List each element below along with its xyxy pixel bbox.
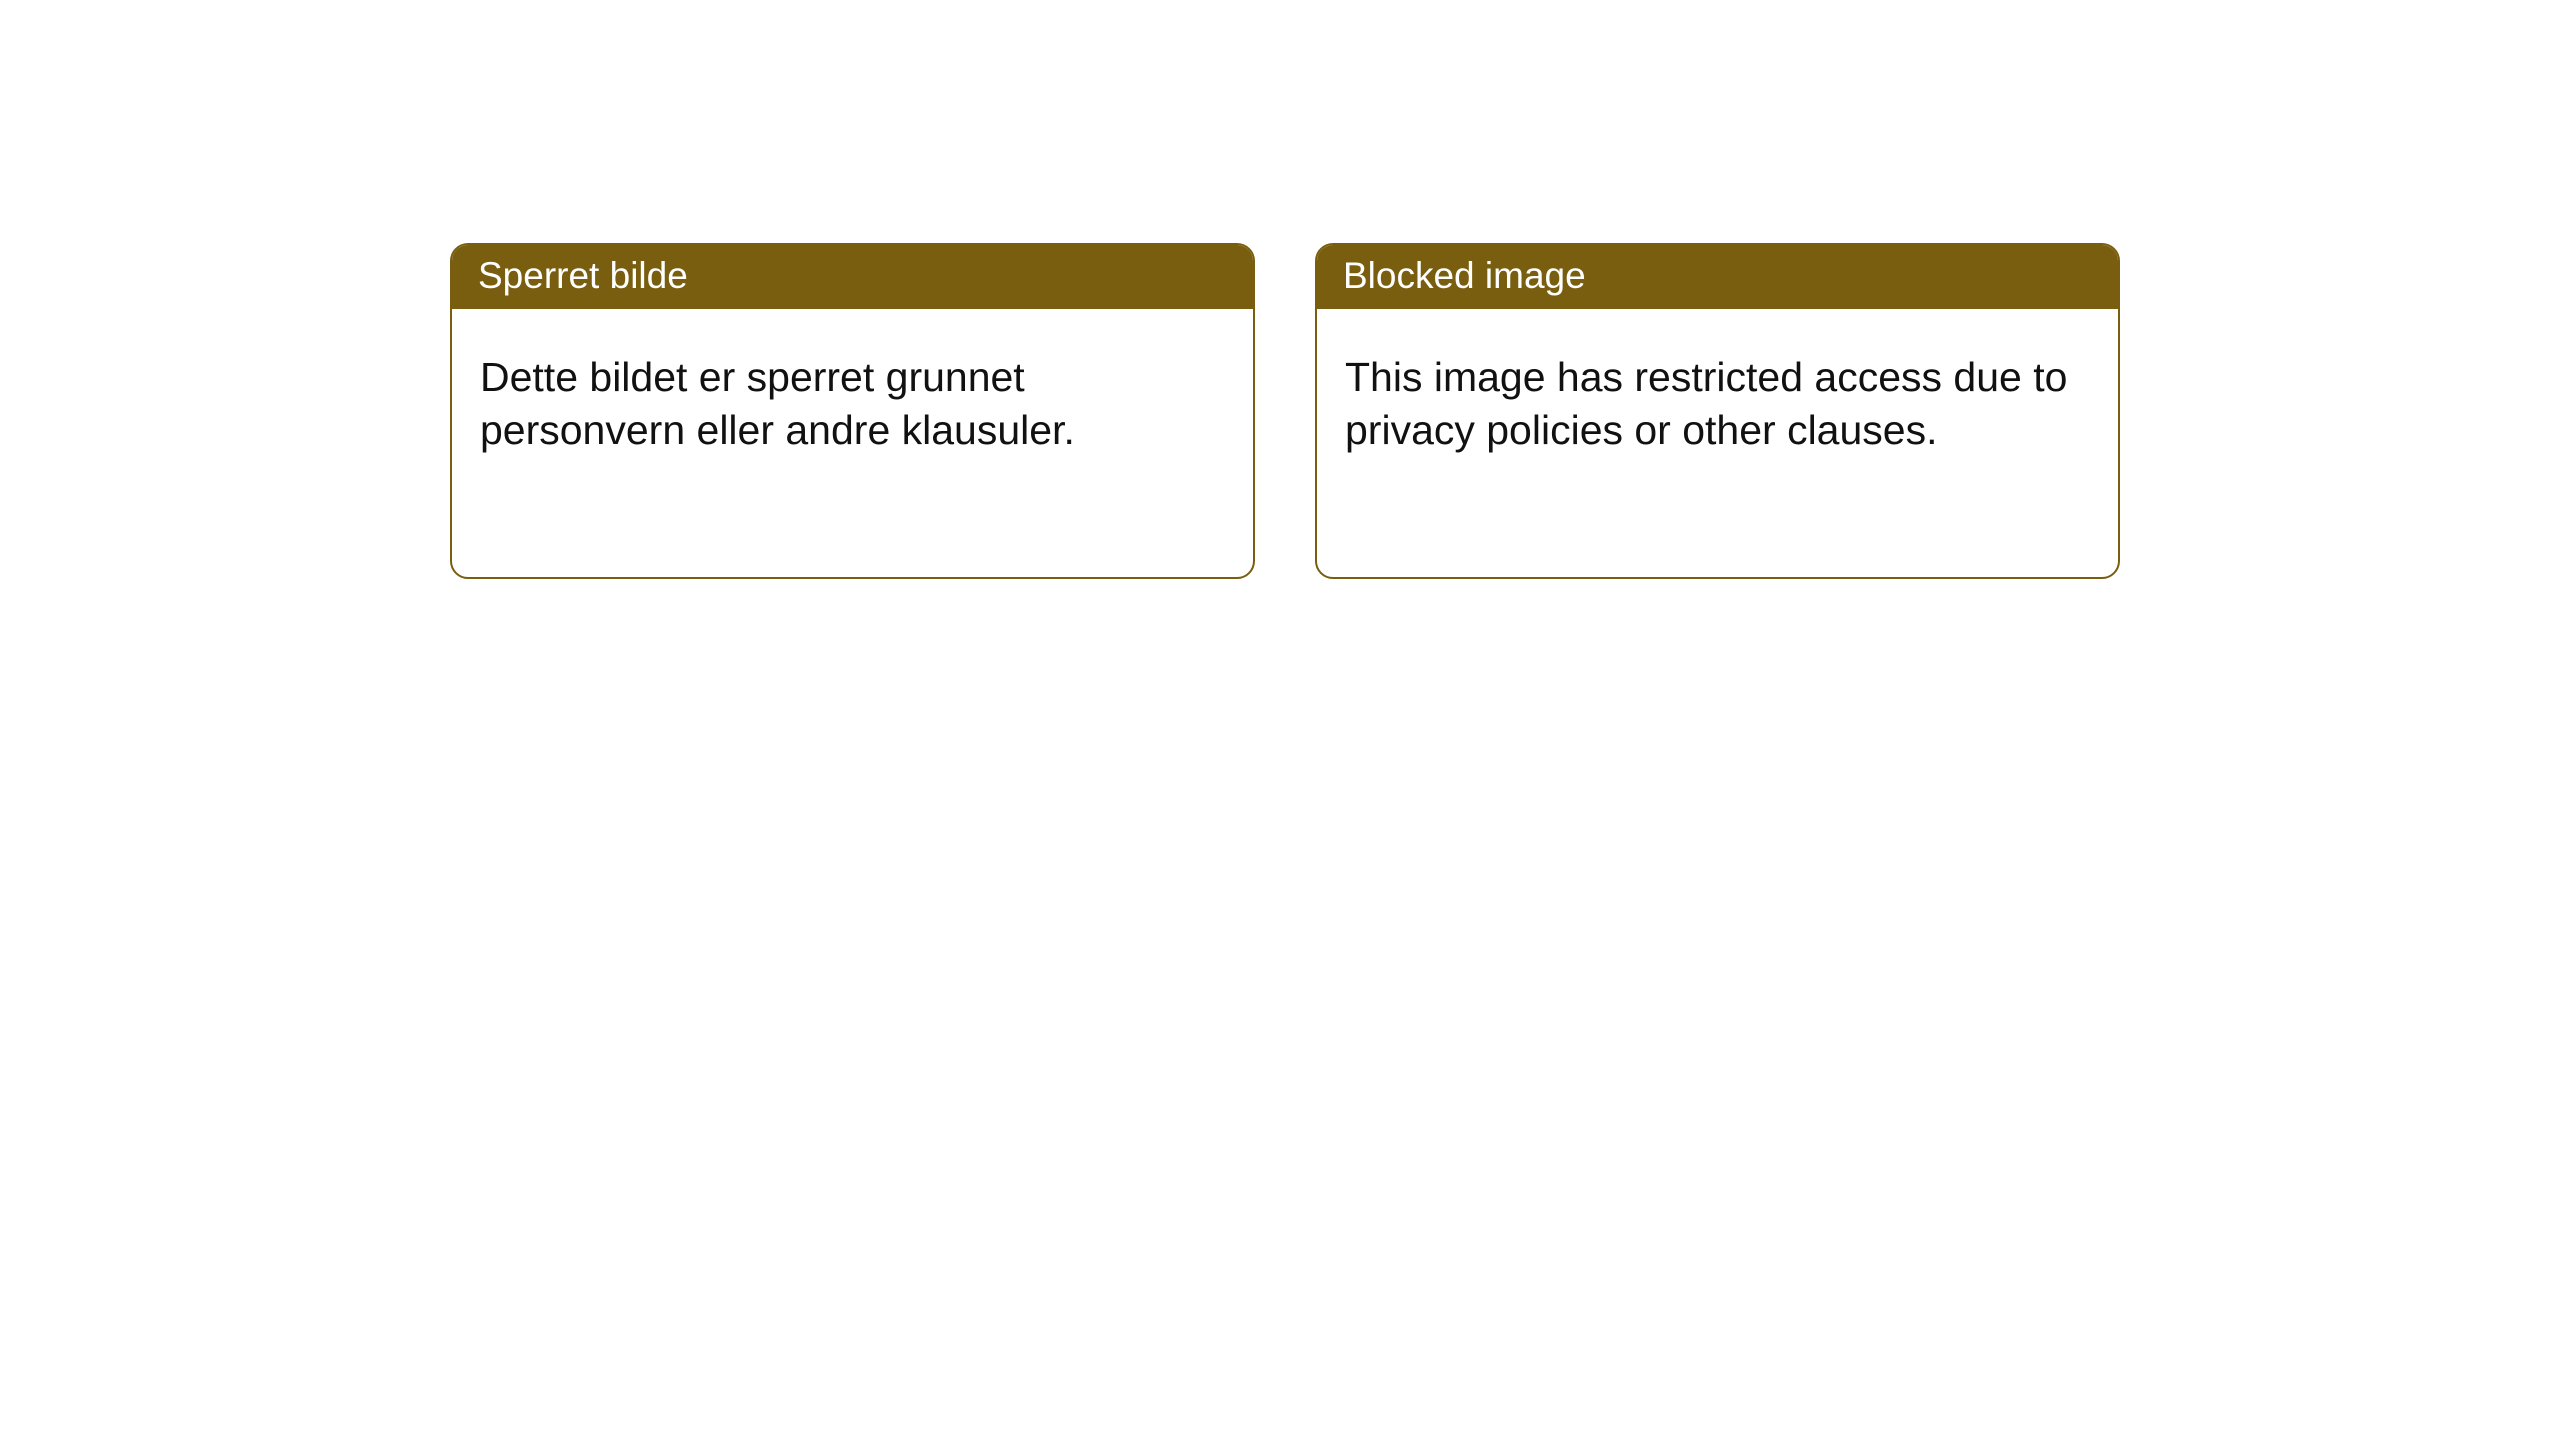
card-body: This image has restricted access due to … [1317,309,2118,577]
card-body-text: This image has restricted access due to … [1345,354,2067,452]
card-title: Blocked image [1343,255,1586,296]
card-header: Blocked image [1317,245,2118,309]
card-title: Sperret bilde [478,255,688,296]
notice-cards-row: Sperret bilde Dette bildet er sperret gr… [450,243,2560,579]
card-body-text: Dette bildet er sperret grunnet personve… [480,354,1075,452]
notice-card-en: Blocked image This image has restricted … [1315,243,2120,579]
card-header: Sperret bilde [452,245,1253,309]
notice-card-no: Sperret bilde Dette bildet er sperret gr… [450,243,1255,579]
card-body: Dette bildet er sperret grunnet personve… [452,309,1253,577]
